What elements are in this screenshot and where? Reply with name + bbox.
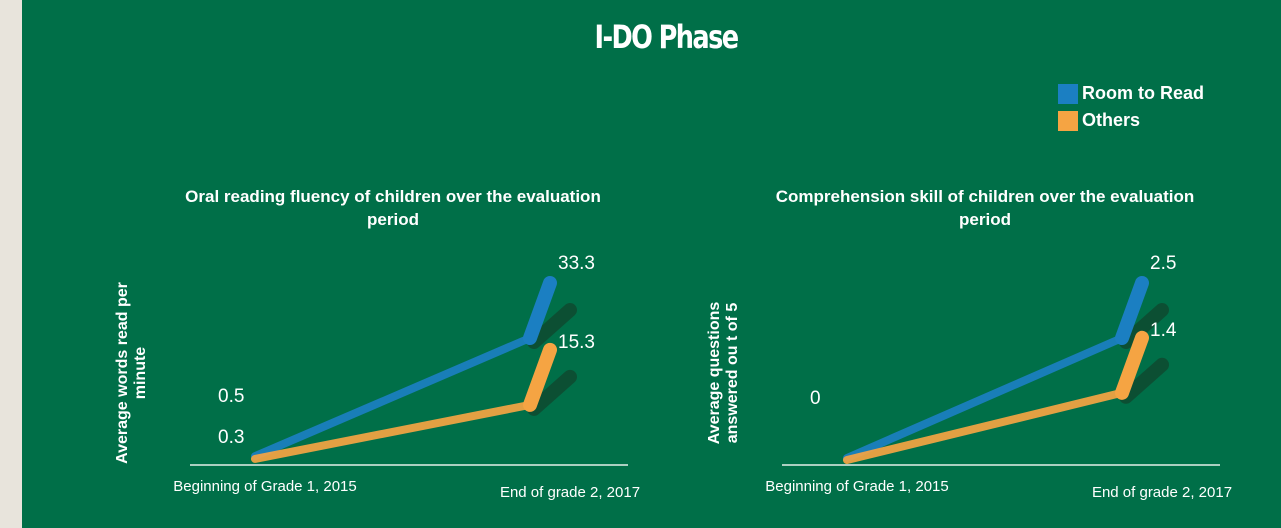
value-label: 0.5 [218, 386, 244, 408]
chart-title: Oral reading fluency of children over th… [183, 185, 603, 231]
chart-canvas [0, 0, 1281, 528]
legend-label: Others [1082, 110, 1140, 131]
value-label: 33.3 [558, 253, 595, 275]
line [255, 338, 530, 456]
line [847, 393, 1122, 460]
legend-swatch [1058, 84, 1078, 104]
legend-label: Room to Read [1082, 83, 1204, 104]
x-tick-label: End of grade 2, 2017 [470, 483, 670, 502]
chart-title: Comprehension skill of children over the… [775, 185, 1195, 231]
value-label: 15.3 [558, 332, 595, 354]
value-label: 0 [810, 388, 821, 410]
page: I-DO Phase Room to ReadOthersOral readin… [0, 0, 1281, 528]
line [255, 405, 530, 459]
y-axis-label: Average words read per minute [114, 263, 150, 483]
value-label: 0.3 [218, 427, 244, 449]
value-label: 1.4 [1150, 320, 1176, 342]
x-tick-label: End of grade 2, 2017 [1062, 483, 1262, 502]
legend-swatch [1058, 111, 1078, 131]
line [847, 338, 1122, 458]
y-axis-label: Average questions answered ou t of 5 [706, 263, 742, 483]
x-tick-label: Beginning of Grade 1, 2015 [757, 477, 957, 496]
value-label: 2.5 [1150, 253, 1176, 275]
x-tick-label: Beginning of Grade 1, 2015 [165, 477, 365, 496]
